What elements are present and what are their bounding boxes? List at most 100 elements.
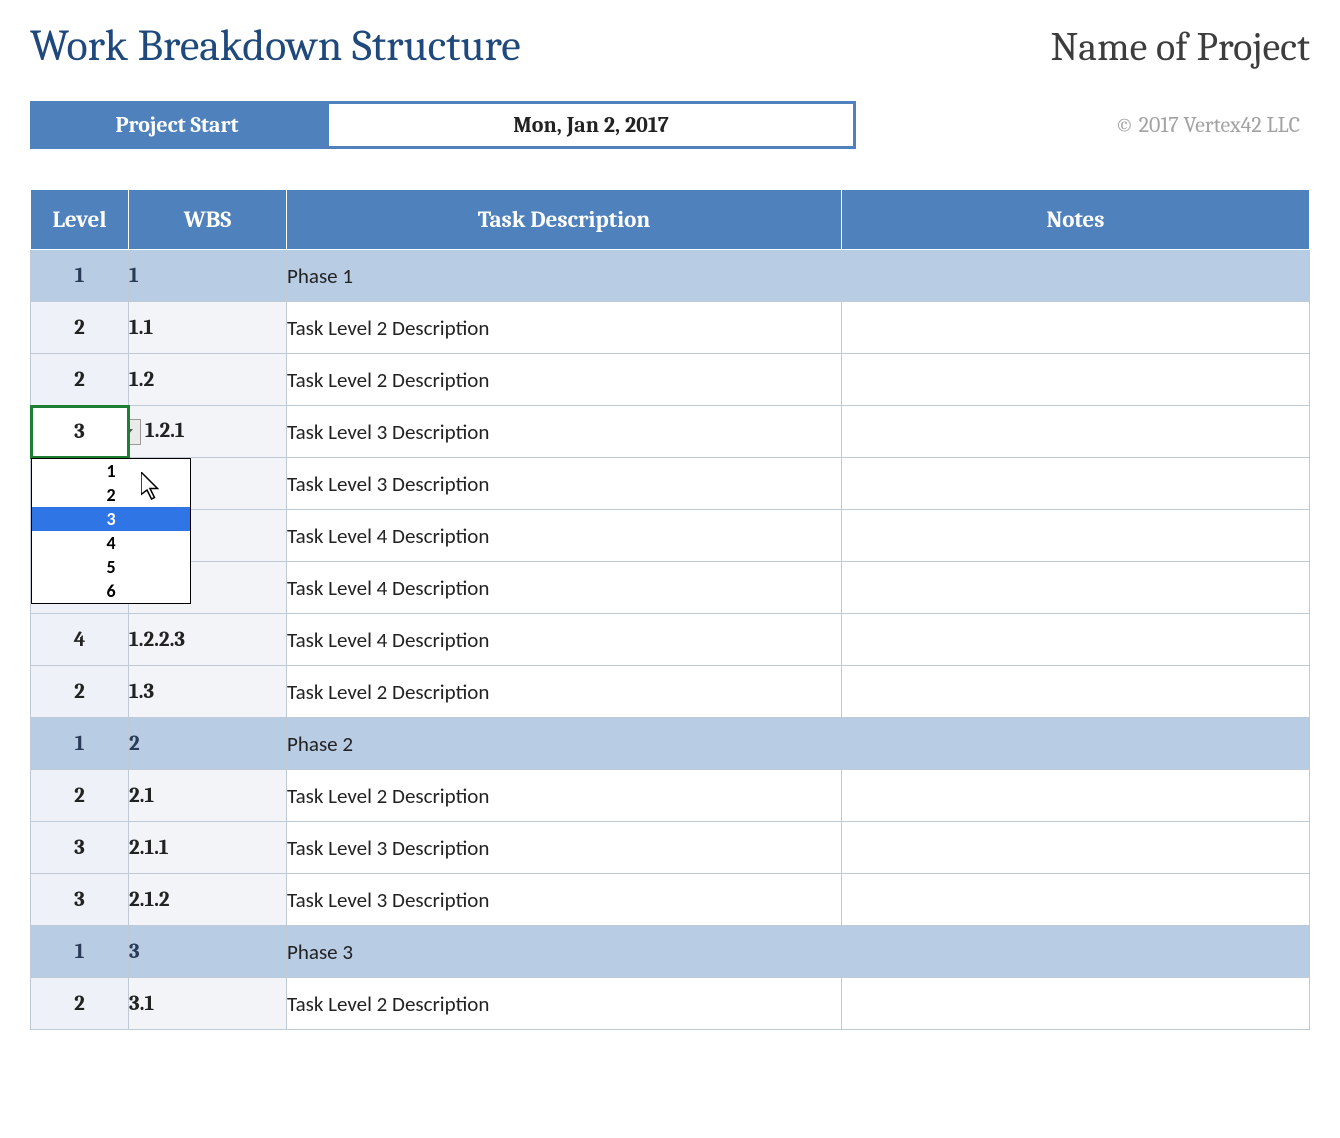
description-cell[interactable]: Task Level 3 Description bbox=[287, 458, 842, 510]
wbs-cell[interactable]: 2.1.2 bbox=[129, 874, 287, 926]
table-row: 41.2.2.2Task Level 4 Description bbox=[31, 562, 1310, 614]
wbs-value: 2.1.2 bbox=[129, 888, 170, 912]
level-dropdown-list[interactable]: 123456 bbox=[31, 458, 191, 604]
level-cell[interactable]: 3 bbox=[31, 822, 129, 874]
level-value: 2 bbox=[74, 680, 85, 704]
description-text: Task Level 3 Description bbox=[287, 471, 489, 497]
table-row: 1 3 Phase 3 bbox=[31, 926, 1310, 978]
col-header-notes[interactable]: Notes bbox=[842, 190, 1310, 250]
table-header-row: Level WBS Task Description Notes bbox=[31, 190, 1310, 250]
wbs-value: 1.2.2.3 bbox=[129, 628, 185, 652]
table-row: 31234561.2.1Task Level 3 Description bbox=[31, 406, 1310, 458]
notes-cell[interactable] bbox=[842, 718, 1310, 770]
wbs-cell[interactable]: 1.1 bbox=[129, 302, 287, 354]
level-value: 1 bbox=[75, 264, 85, 288]
description-text: Task Level 2 Description bbox=[287, 679, 489, 705]
notes-cell[interactable] bbox=[842, 874, 1310, 926]
description-cell[interactable]: Task Level 4 Description bbox=[287, 562, 842, 614]
description-cell[interactable]: Phase 2 bbox=[287, 718, 842, 770]
description-cell[interactable]: Task Level 2 Description bbox=[287, 978, 842, 1030]
description-cell[interactable]: Task Level 3 Description bbox=[287, 822, 842, 874]
level-cell[interactable]: 2 bbox=[31, 354, 129, 406]
notes-cell[interactable] bbox=[842, 614, 1310, 666]
level-dropdown-option[interactable]: 5 bbox=[32, 555, 190, 579]
notes-cell[interactable] bbox=[842, 562, 1310, 614]
description-cell[interactable]: Task Level 2 Description bbox=[287, 770, 842, 822]
description-cell[interactable]: Task Level 4 Description bbox=[287, 614, 842, 666]
table-row: 3 2.1.1Task Level 3 Description bbox=[31, 822, 1310, 874]
description-text: Phase 3 bbox=[287, 939, 353, 965]
col-header-level[interactable]: Level bbox=[31, 190, 129, 250]
description-text: Task Level 2 Description bbox=[287, 315, 489, 341]
notes-cell[interactable] bbox=[842, 978, 1310, 1030]
level-value: 4 bbox=[74, 628, 86, 652]
table-row: 21.2Task Level 2 Description bbox=[31, 354, 1310, 406]
notes-cell[interactable] bbox=[842, 354, 1310, 406]
wbs-value: 3.1 bbox=[129, 992, 154, 1016]
wbs-value: 3 bbox=[129, 940, 140, 964]
col-header-desc[interactable]: Task Description bbox=[287, 190, 842, 250]
level-dropdown-option[interactable]: 2 bbox=[32, 483, 190, 507]
level-value: 1 bbox=[75, 940, 85, 964]
table-row: 41.2.2.1Task Level 4 Description bbox=[31, 510, 1310, 562]
level-cell[interactable]: 1 bbox=[31, 250, 129, 302]
description-text: Task Level 4 Description bbox=[287, 627, 489, 653]
level-cell[interactable]: 3123456 bbox=[31, 406, 129, 458]
table-row: 23.1 Task Level 2 Description bbox=[31, 978, 1310, 1030]
level-value: 2 bbox=[74, 784, 85, 808]
description-text: Task Level 3 Description bbox=[287, 835, 489, 861]
wbs-cell[interactable]: 3 bbox=[129, 926, 287, 978]
description-text: Phase 1 bbox=[287, 263, 353, 289]
notes-cell[interactable] bbox=[842, 302, 1310, 354]
wbs-cell[interactable]: 1 bbox=[129, 250, 287, 302]
description-cell[interactable]: Task Level 3 Description bbox=[287, 406, 842, 458]
level-cell[interactable]: 1 bbox=[31, 926, 129, 978]
notes-cell[interactable] bbox=[842, 406, 1310, 458]
wbs-value: 1.1 bbox=[129, 316, 153, 340]
level-cell[interactable]: 2 bbox=[31, 978, 129, 1030]
wbs-cell[interactable]: 1.2.1 bbox=[129, 406, 287, 458]
level-cell[interactable]: 2 bbox=[31, 770, 129, 822]
level-dropdown-option[interactable]: 6 bbox=[32, 579, 190, 603]
level-cell[interactable]: 2 bbox=[31, 302, 129, 354]
description-text: Task Level 3 Description bbox=[287, 419, 489, 445]
table-row: 2 1.1 Task Level 2 Description bbox=[31, 302, 1310, 354]
level-dropdown-option[interactable]: 1 bbox=[32, 459, 190, 483]
notes-cell[interactable] bbox=[842, 926, 1310, 978]
notes-cell[interactable] bbox=[842, 770, 1310, 822]
wbs-cell[interactable]: 1.2.2.3 bbox=[129, 614, 287, 666]
col-header-wbs[interactable]: WBS bbox=[129, 190, 287, 250]
notes-cell[interactable] bbox=[842, 822, 1310, 874]
level-cell[interactable]: 1 bbox=[31, 718, 129, 770]
description-cell[interactable]: Task Level 2 Description bbox=[287, 302, 842, 354]
wbs-cell[interactable]: 2 bbox=[129, 718, 287, 770]
description-cell[interactable]: Task Level 2 Description bbox=[287, 666, 842, 718]
level-cell[interactable]: 4 bbox=[31, 614, 129, 666]
wbs-cell[interactable]: 1.3 bbox=[129, 666, 287, 718]
level-value: 3 bbox=[74, 420, 85, 444]
level-dropdown-option[interactable]: 4 bbox=[32, 531, 190, 555]
table-row: 2 1.3Task Level 2 Description bbox=[31, 666, 1310, 718]
description-cell[interactable]: Task Level 3 Description bbox=[287, 874, 842, 926]
level-value: 3 bbox=[74, 836, 85, 860]
description-cell[interactable]: Phase 3 bbox=[287, 926, 842, 978]
table-row: 2 2.1Task Level 2 Description bbox=[31, 770, 1310, 822]
level-dropdown-option[interactable]: 3 bbox=[32, 507, 190, 531]
notes-cell[interactable] bbox=[842, 458, 1310, 510]
wbs-cell[interactable]: 1.2 bbox=[129, 354, 287, 406]
notes-cell[interactable] bbox=[842, 510, 1310, 562]
wbs-cell[interactable]: 3.1 bbox=[129, 978, 287, 1030]
description-cell[interactable]: Task Level 2 Description bbox=[287, 354, 842, 406]
notes-cell[interactable] bbox=[842, 666, 1310, 718]
level-cell[interactable]: 2 bbox=[31, 666, 129, 718]
description-text: Task Level 3 Description bbox=[287, 887, 489, 913]
project-start-value[interactable]: Mon, Jan 2, 2017 bbox=[326, 101, 856, 149]
wbs-cell[interactable]: 2.1 bbox=[129, 770, 287, 822]
wbs-cell[interactable]: 2.1.1 bbox=[129, 822, 287, 874]
level-cell[interactable]: 3 bbox=[31, 874, 129, 926]
description-cell[interactable]: Phase 1 bbox=[287, 250, 842, 302]
description-cell[interactable]: Task Level 4 Description bbox=[287, 510, 842, 562]
notes-cell[interactable] bbox=[842, 250, 1310, 302]
wbs-table: Level WBS Task Description Notes 11Phase… bbox=[30, 189, 1310, 1030]
level-value: 2 bbox=[74, 316, 85, 340]
